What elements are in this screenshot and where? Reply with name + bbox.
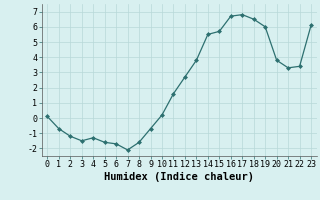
X-axis label: Humidex (Indice chaleur): Humidex (Indice chaleur) <box>104 172 254 182</box>
